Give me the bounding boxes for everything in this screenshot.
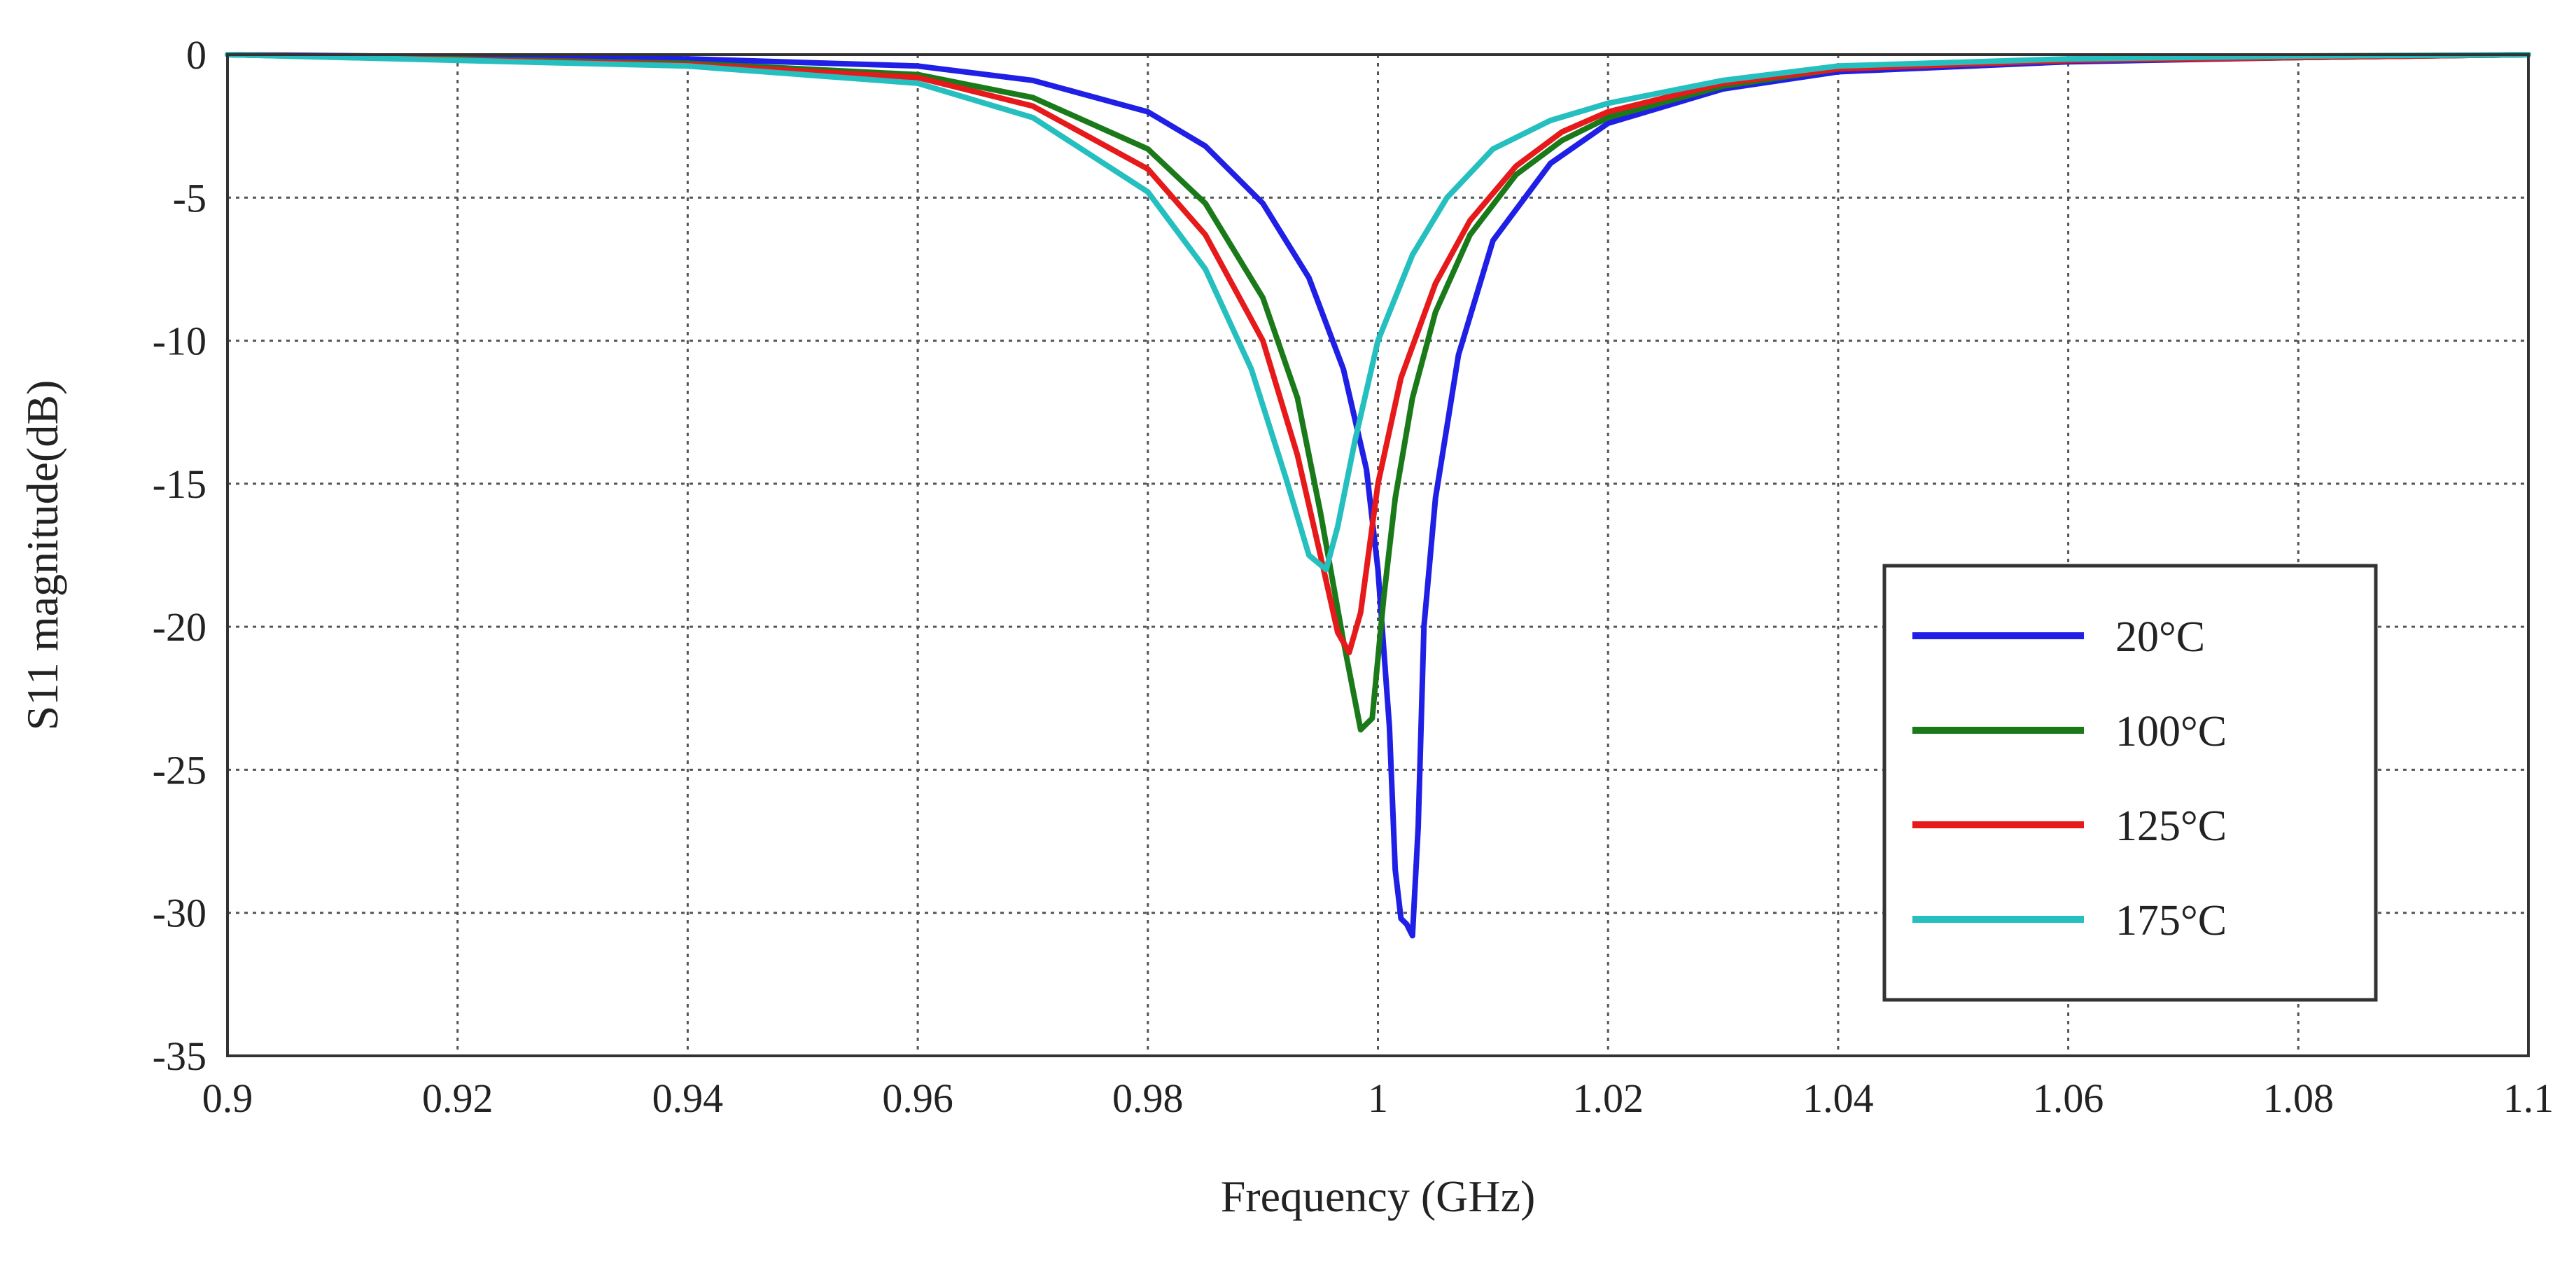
- x-tick-label: 0.94: [652, 1075, 724, 1121]
- y-tick-label: -30: [153, 891, 206, 936]
- y-axis-ticks: 0 -5 -10 -15 -20 -25 -30 -35: [153, 32, 206, 1079]
- plot-frame: [226, 53, 2530, 1057]
- x-tick-label: 0.98: [1112, 1075, 1184, 1121]
- x-tick-label: 1.02: [1572, 1075, 1644, 1121]
- y-tick-label: -25: [153, 747, 206, 793]
- x-tick-label: 0.96: [882, 1075, 953, 1121]
- y-tick-label: -35: [153, 1033, 206, 1079]
- legend-label: 100°C: [2115, 708, 2227, 755]
- y-tick-label: -5: [173, 175, 206, 221]
- x-tick-label: 0.9: [202, 1075, 253, 1121]
- x-axis-title: Frequency (GHz): [1221, 1171, 1536, 1221]
- y-tick-label: -20: [153, 604, 206, 650]
- y-tick-label: -10: [153, 319, 206, 364]
- x-tick-label: 1: [1368, 1075, 1388, 1121]
- data-series: [225, 52, 2531, 939]
- legend-label: 175°C: [2115, 897, 2227, 945]
- x-axis-ticks: 0.9 0.92 0.94 0.96 0.98 1 1.02 1.04 1.06 1.08 1.1: [202, 1075, 2554, 1121]
- y-tick-label: -15: [153, 461, 206, 507]
- series-line-175C: [225, 52, 2531, 573]
- x-tick-label: 1.06: [2033, 1075, 2104, 1121]
- x-tick-label: 1.1: [2503, 1075, 2554, 1121]
- x-tick-label: 0.92: [422, 1075, 493, 1121]
- y-axis-title: S11 magnitude(dB): [18, 380, 67, 731]
- series-line-125C: [225, 52, 2531, 655]
- x-tick-label: 1.08: [2263, 1075, 2334, 1121]
- series-line-20C: [225, 52, 2531, 939]
- legend: 20°C 100°C 125°C 175°C: [1882, 564, 2378, 1002]
- y-tick-label: 0: [186, 32, 206, 78]
- legend-box: [1882, 564, 2378, 1002]
- legend-label: 20°C: [2115, 613, 2205, 661]
- legend-label: 125°C: [2115, 802, 2227, 850]
- x-tick-label: 1.04: [1802, 1075, 1874, 1121]
